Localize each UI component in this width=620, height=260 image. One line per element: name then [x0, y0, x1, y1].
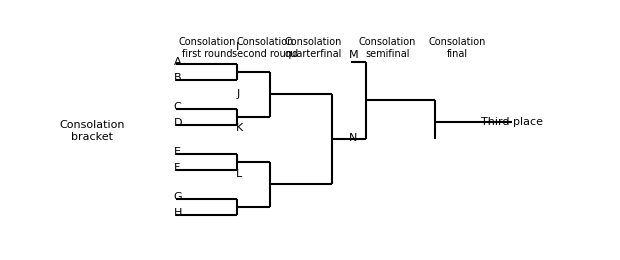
- Text: F: F: [174, 163, 180, 173]
- Text: K: K: [236, 123, 243, 133]
- Text: Consolation
quarterfinal: Consolation quarterfinal: [284, 37, 342, 59]
- Text: B: B: [174, 73, 181, 83]
- Text: A: A: [174, 57, 181, 67]
- Text: I: I: [236, 42, 239, 52]
- Text: C: C: [174, 102, 182, 112]
- Text: Consolation
first round: Consolation first round: [179, 37, 236, 59]
- Text: H: H: [174, 208, 182, 218]
- Text: Consolation
bracket: Consolation bracket: [59, 120, 125, 142]
- Text: Third place: Third place: [481, 117, 543, 127]
- Text: M: M: [349, 50, 358, 60]
- Text: J: J: [236, 89, 239, 99]
- Text: G: G: [174, 192, 182, 202]
- Text: Consolation
second round: Consolation second round: [232, 37, 298, 59]
- Text: D: D: [174, 118, 182, 128]
- Text: E: E: [174, 147, 180, 157]
- Text: Consolation
semifinal: Consolation semifinal: [359, 37, 416, 59]
- Text: L: L: [236, 169, 242, 179]
- Text: N: N: [349, 133, 357, 143]
- Text: Consolation
final: Consolation final: [428, 37, 486, 59]
